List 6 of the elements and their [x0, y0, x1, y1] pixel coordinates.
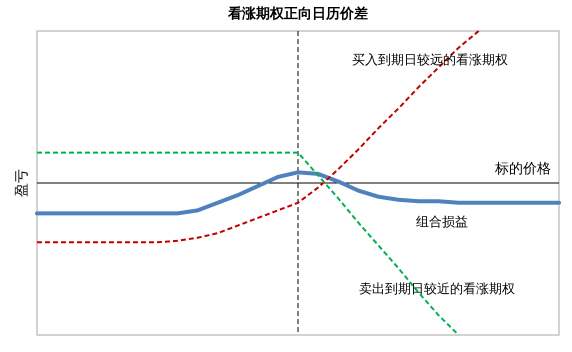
y-axis-title: 盈亏 — [14, 169, 30, 197]
chart-title: 看涨期权正向日历价差 — [227, 5, 368, 21]
series-label: 买入到期日较远的看涨期权 — [352, 52, 508, 67]
series-label: 卖出到期日较近的看涨期权 — [359, 281, 515, 296]
series-label: 组合损益 — [416, 214, 468, 229]
ref-line-label: 标的价格 — [494, 160, 551, 176]
